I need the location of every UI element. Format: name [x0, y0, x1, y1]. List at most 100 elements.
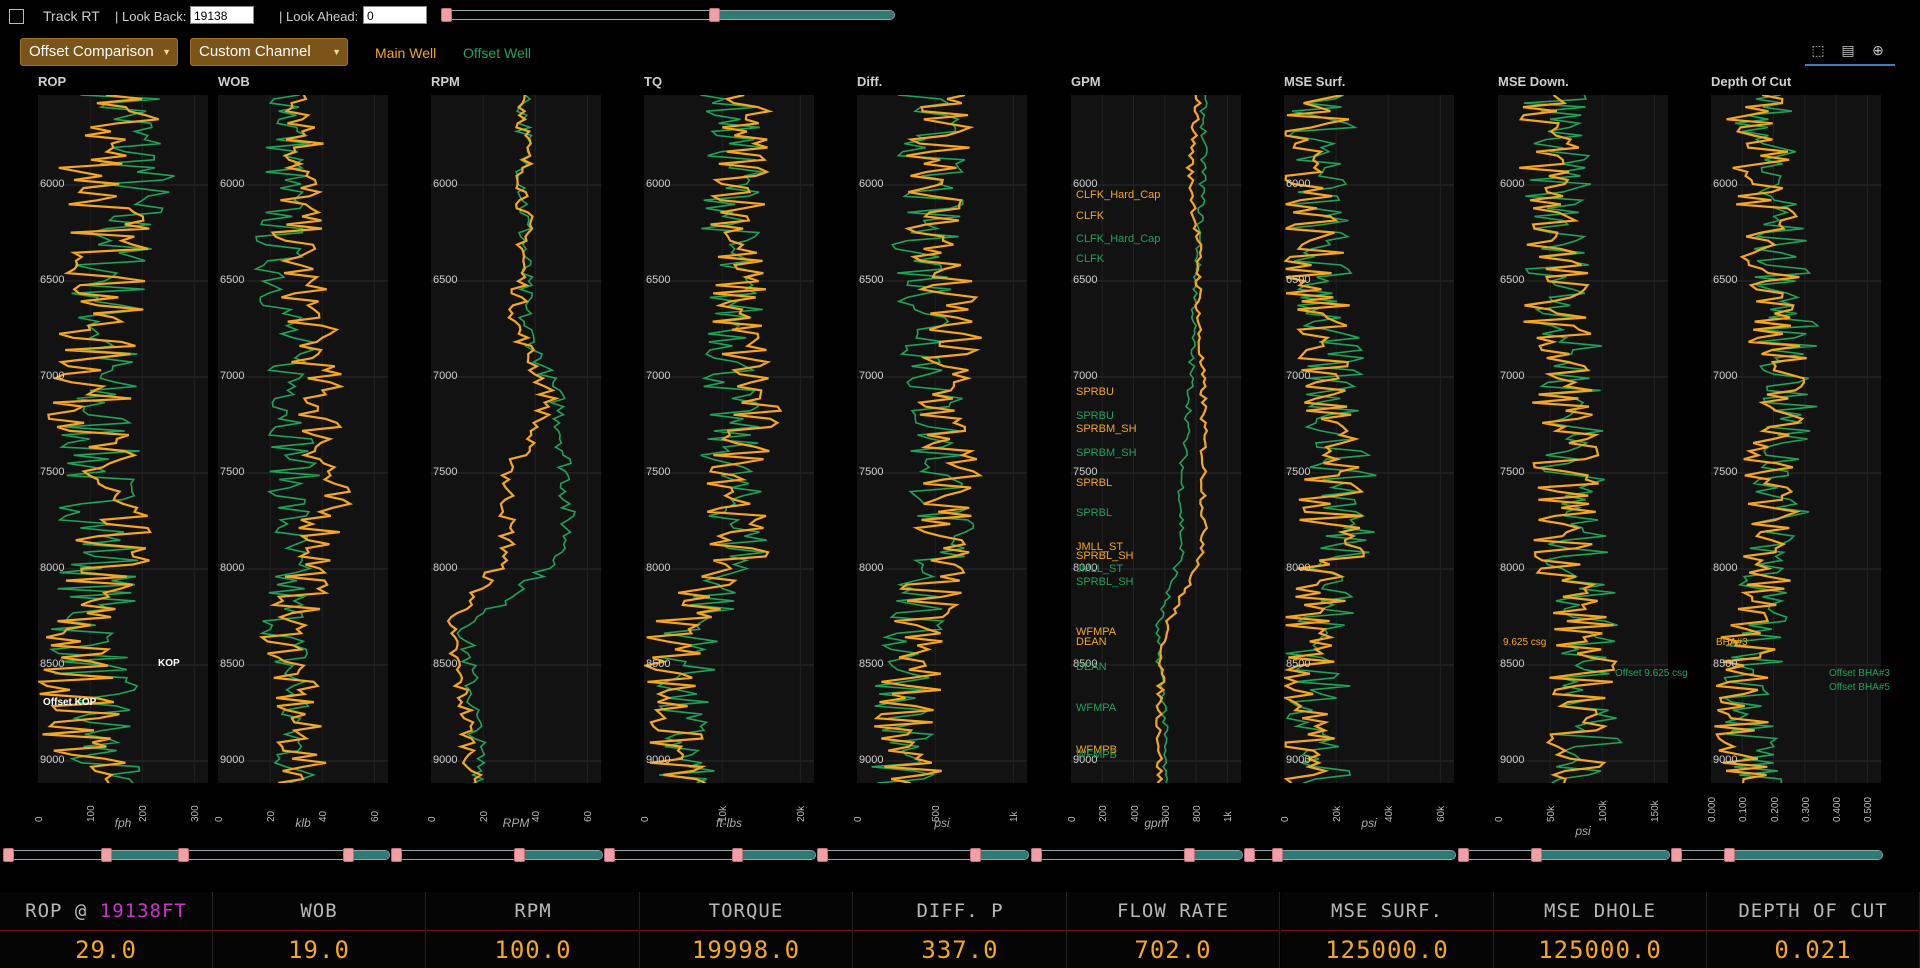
formation-marker: DEAN [1076, 661, 1107, 673]
crosshair-icon[interactable]: ⊕ [1872, 42, 1884, 58]
slider-handle-start[interactable] [391, 848, 402, 862]
track-plot-7 [1498, 95, 1668, 783]
look-back-label: | Look Back: [115, 9, 187, 24]
depth-label: 9000 [1073, 754, 1098, 766]
track-panel-2[interactable]: 6000 6500 7000 7500 8000 8500 9000 [431, 95, 601, 783]
depth-label: 9000 [646, 754, 671, 766]
axis-tick-label: 0.500 [1863, 796, 1875, 822]
slider-handle-end[interactable] [732, 848, 743, 862]
offset-well-trace [456, 95, 577, 783]
slider-handle-start[interactable] [817, 848, 828, 862]
comment-icon[interactable]: ▤ [1841, 42, 1855, 58]
readout-box: MSE SURF. 125000.0 [1281, 892, 1494, 968]
depth-label: 6500 [1073, 274, 1098, 286]
track-plot-8 [1711, 95, 1881, 783]
depth-label: 6500 [40, 274, 65, 286]
slider-fill [737, 851, 815, 859]
readout-label: WOB [300, 900, 338, 922]
readout-divider [0, 930, 212, 931]
slider-handle-start[interactable] [178, 848, 189, 862]
track-panel-0[interactable]: 6000 6500 7000 7500 8000 8500 9000 [38, 95, 208, 783]
slider-handle-end[interactable] [1724, 848, 1735, 862]
bha-marker-main: BHA#3 [1716, 637, 1748, 648]
track-range-slider-6[interactable] [1244, 848, 1456, 862]
look-ahead-input[interactable]: 0 [363, 6, 427, 24]
offset-well-trace [871, 95, 975, 783]
formation-marker: SPRBM_SH [1076, 423, 1137, 435]
track-panel-7[interactable]: 6000 6500 7000 7500 8000 8500 9000 [1498, 95, 1668, 783]
track-range-slider-0[interactable] [3, 848, 208, 862]
slider-fill [348, 851, 389, 859]
slider-fill [106, 851, 207, 859]
track-range-slider-5[interactable] [1031, 848, 1243, 862]
main-well-trace [1155, 95, 1209, 783]
track-range-slider-7[interactable] [1458, 848, 1670, 862]
readout-value: 29.0 [75, 936, 137, 964]
depth-label: 7500 [433, 466, 458, 478]
look-range-handle-end[interactable] [709, 8, 720, 22]
slider-handle-end[interactable] [343, 848, 354, 862]
track-title-3: TQ [644, 74, 663, 89]
depth-label: 6000 [40, 178, 65, 190]
depth-label: 6000 [1286, 178, 1311, 190]
track-panel-5[interactable]: 6000 6500 7000 7500 8000 8500 9000 [1071, 95, 1241, 783]
track-plot-0 [38, 95, 208, 783]
axis-tick-label: 20 [479, 810, 491, 822]
track-rt-checkbox[interactable] [9, 9, 24, 24]
track-panel-3[interactable]: 6000 6500 7000 7500 8000 8500 9000 [644, 95, 814, 783]
slider-handle-end[interactable] [514, 848, 525, 862]
track-range-slider-2[interactable] [391, 848, 603, 862]
readout-value: 702.0 [1134, 936, 1212, 964]
track-range-slider-1[interactable] [178, 848, 390, 862]
axis-tick-label: 60 [583, 810, 595, 822]
slider-handle-start[interactable] [3, 848, 14, 862]
track-range-slider-8[interactable] [1671, 848, 1883, 862]
slider-handle-end[interactable] [1531, 848, 1542, 862]
main-well-trace [446, 95, 560, 783]
axis-tick-label: 0.400 [1832, 796, 1844, 822]
axis-tick-label: 0.100 [1738, 796, 1750, 822]
axis-tick-label: 300 [190, 805, 202, 822]
track-panel-4[interactable]: 6000 6500 7000 7500 8000 8500 9000 [857, 95, 1027, 783]
track-panel-8[interactable]: 6000 6500 7000 7500 8000 8500 9000 [1711, 95, 1881, 783]
track-panel-1[interactable]: 6000 6500 7000 7500 8000 8500 9000 [218, 95, 388, 783]
slider-handle-end[interactable] [101, 848, 112, 862]
depth-label: 6500 [1713, 274, 1738, 286]
slider-handle-start[interactable] [604, 848, 615, 862]
track-panel-6[interactable]: 6000 6500 7000 7500 8000 8500 9000 [1284, 95, 1454, 783]
depth-label: 7000 [433, 370, 458, 382]
readout-label: MSE SURF. [1331, 900, 1443, 922]
custom-channel-dropdown[interactable]: Custom Channel ▼ [190, 38, 348, 66]
legend-offset-well: Offset Well [463, 45, 531, 61]
slider-handle-end[interactable] [1272, 848, 1283, 862]
slider-handle-end[interactable] [970, 848, 981, 862]
slider-handle-start[interactable] [1031, 848, 1042, 862]
main-well-trace [1284, 95, 1365, 783]
look-range-slider[interactable] [441, 8, 895, 22]
readout-label-prefix: ROP @ [25, 900, 100, 922]
offset-well-trace [48, 95, 175, 783]
box-zoom-icon[interactable]: ⬚ [1811, 42, 1825, 58]
track-range-slider-3[interactable] [604, 848, 816, 862]
depth-label: 6000 [220, 178, 245, 190]
slider-fill [975, 851, 1028, 859]
readout-divider [1707, 930, 1919, 931]
formation-marker: WFMPB [1076, 749, 1117, 761]
look-range-handle-start[interactable] [441, 8, 452, 22]
formation-marker: SPRBL [1076, 477, 1113, 489]
slider-handle-start[interactable] [1244, 848, 1255, 862]
track-range-slider-4[interactable] [817, 848, 1029, 862]
slider-handle-start[interactable] [1458, 848, 1469, 862]
axis-tick-label: 1k [1009, 811, 1021, 822]
depth-label: 8000 [433, 562, 458, 574]
depth-label: 7000 [1073, 370, 1098, 382]
offset-comparison-dropdown[interactable]: Offset Comparison ▼ [20, 38, 178, 66]
main-well-trace [38, 95, 159, 783]
formation-marker: DEAN [1076, 636, 1107, 648]
track-title-6: MSE Surf. [1284, 74, 1346, 89]
look-back-input[interactable]: 19138 [190, 6, 254, 24]
slider-handle-end[interactable] [1184, 848, 1195, 862]
depth-label: 8000 [1286, 562, 1311, 574]
depth-label: 8000 [859, 562, 884, 574]
slider-handle-start[interactable] [1671, 848, 1682, 862]
